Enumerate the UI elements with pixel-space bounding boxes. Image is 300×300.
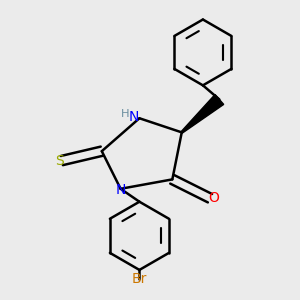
Text: N: N — [128, 110, 139, 124]
Text: N: N — [116, 183, 126, 197]
Text: Br: Br — [132, 272, 147, 286]
Polygon shape — [181, 94, 224, 133]
Text: H: H — [121, 109, 130, 118]
Text: O: O — [208, 191, 219, 205]
Text: S: S — [55, 154, 63, 168]
